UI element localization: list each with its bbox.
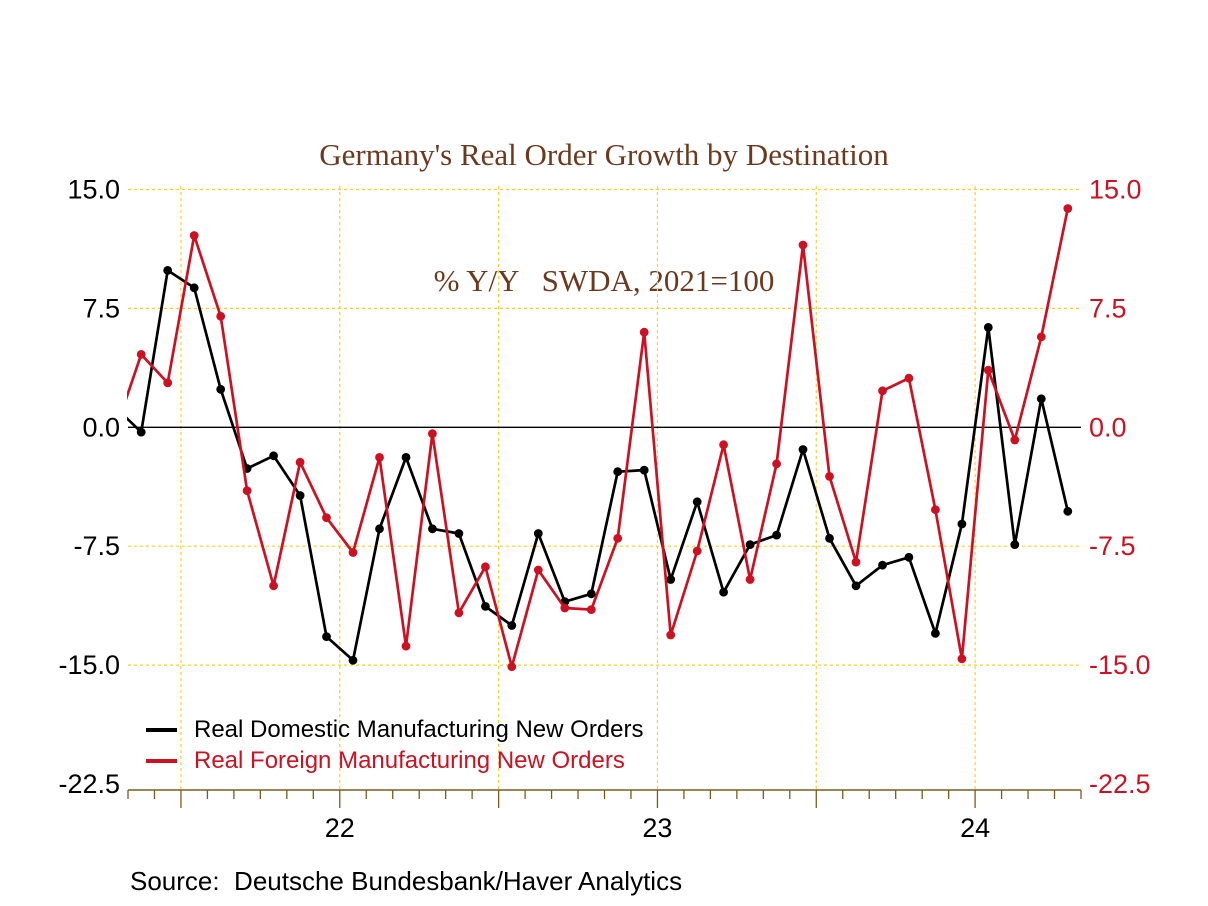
x-axis-ticks [127, 790, 1082, 808]
year-label-23: 23 [642, 813, 672, 843]
y-right-label-15.0: 15.0 [1089, 175, 1142, 205]
y-axis-right-labels: 15.0 7.5 0.0 -7.5 -15.0 -22.5 [1089, 175, 1151, 799]
horizontal-gridlines [128, 188, 1081, 666]
domestic-line-swatch [146, 727, 177, 732]
y-right-label--15.0: -15.0 [1089, 650, 1151, 680]
legend-label-foreign: Real Foreign Manufacturing New Orders [194, 746, 625, 774]
y-left-label-7.5: 7.5 [82, 293, 120, 323]
legend: Real Domestic Manufacturing New Orders R… [146, 714, 644, 776]
y-right-label-0.0: 0.0 [1089, 412, 1127, 442]
legend-item-foreign: Real Foreign Manufacturing New Orders [146, 745, 644, 776]
foreign-markers [136, 204, 1073, 672]
y-right-label--7.5: -7.5 [1089, 531, 1136, 561]
y-left-label--15.0: -15.0 [58, 650, 120, 680]
y-right-label--22.5: -22.5 [1089, 769, 1151, 799]
y-left-label--7.5: -7.5 [73, 531, 120, 561]
legend-label-domestic: Real Domestic Manufacturing New Orders [194, 715, 644, 743]
legend-item-domestic: Real Domestic Manufacturing New Orders [146, 714, 644, 745]
series-domestic [127, 266, 1073, 665]
y-left-label--22.5: -22.5 [58, 769, 120, 799]
y-right-label-7.5: 7.5 [1089, 293, 1127, 323]
y-left-label-15.0: 15.0 [67, 175, 120, 205]
series-foreign [127, 204, 1073, 672]
x-axis-year-labels: 22 23 24 [325, 813, 990, 843]
domestic-line [127, 269, 1070, 662]
y-axis-left-labels: 15.0 7.5 0.0 -7.5 -15.0 -22.5 [58, 175, 120, 799]
chart-title-line2: % Y/Y SWDA, 2021=100 [433, 263, 775, 298]
source-note: Source: Deutsche Bundesbank/Haver Analyt… [130, 866, 683, 896]
domestic-markers [136, 266, 1073, 665]
chart-title-line1: Germany's Real Order Growth by Destinati… [319, 137, 889, 172]
year-label-24: 24 [960, 813, 990, 843]
vertical-gridlines [180, 186, 976, 790]
y-left-label-0.0: 0.0 [82, 412, 120, 442]
year-label-22: 22 [325, 813, 355, 843]
chart-title: Germany's Real Order Growth by Destinati… [0, 50, 1208, 386]
foreign-line-swatch [146, 758, 177, 763]
